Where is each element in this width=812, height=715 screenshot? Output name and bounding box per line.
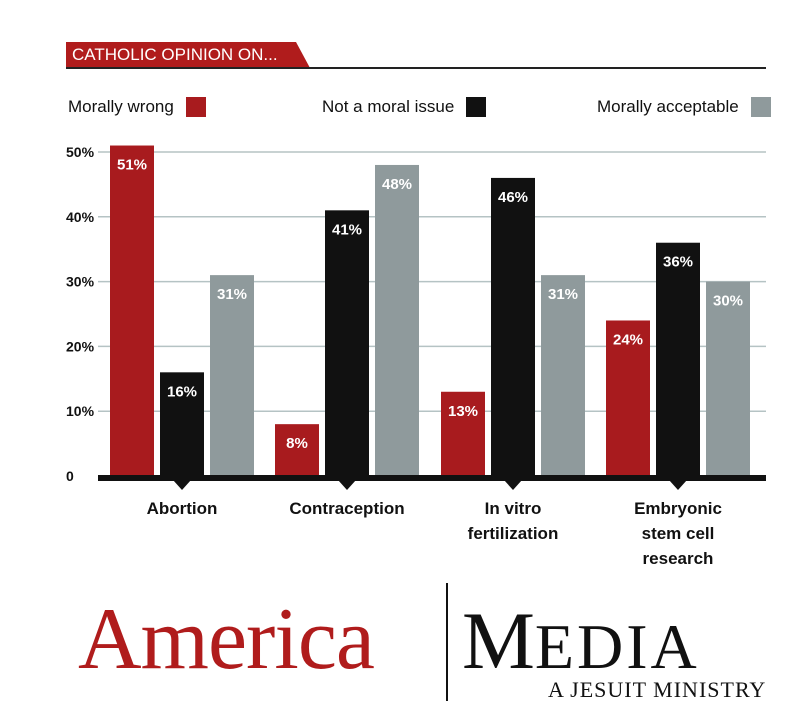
media-logo-rest: EDIA — [534, 611, 700, 682]
bar — [110, 145, 154, 476]
media-logo-initial: M — [462, 595, 535, 686]
data-label: 36% — [663, 254, 693, 271]
data-label: 31% — [548, 286, 578, 303]
bar — [706, 281, 750, 476]
legend-label-not-moral-issue: Not a moral issue — [322, 97, 455, 116]
data-label: 30% — [713, 293, 743, 310]
bar — [491, 177, 535, 477]
data-label: 16% — [167, 383, 197, 400]
data-label: 13% — [448, 403, 478, 420]
legend-morally-wrong: Morally wrong — [68, 96, 206, 118]
bar-chart: 0 10% 20% 30% 40% 50% 51% 16% 31% Abortion 8% 41% 48… — [66, 144, 766, 568]
category-tick-marker — [669, 480, 687, 490]
legend-not-moral-issue: Not a moral issue — [322, 96, 487, 118]
legend-swatch-morally-wrong — [185, 97, 206, 117]
data-label: 46% — [498, 189, 528, 206]
legend-label-morally-acceptable: Morally acceptable — [597, 97, 739, 116]
bar — [160, 372, 204, 476]
data-label: 41% — [332, 221, 362, 238]
bar — [375, 164, 419, 476]
y-tick-label: 40% — [66, 209, 95, 225]
logo-divider — [446, 583, 448, 701]
y-tick-label: 20% — [66, 338, 95, 354]
y-tick-label: 0 — [66, 468, 74, 484]
category-tick-marker — [338, 480, 356, 490]
x-axis-baseline — [98, 475, 766, 481]
data-label: 8% — [286, 435, 308, 452]
america-logo-text: America — [78, 591, 375, 688]
data-label: 24% — [613, 331, 643, 348]
category-label: Embryonic stem cell research — [634, 499, 722, 568]
category-label: Abortion — [147, 499, 218, 518]
legend-label-morally-wrong: Morally wrong — [68, 97, 174, 116]
category-label: Contraception — [289, 499, 404, 518]
logo-tagline: A JESUIT MINISTRY — [548, 677, 767, 702]
chart-title: CATHOLIC OPINION ON... — [66, 42, 310, 68]
bar — [656, 242, 700, 476]
bar — [210, 275, 254, 476]
header-divider — [66, 67, 766, 69]
bar — [541, 275, 585, 476]
data-label: 48% — [382, 176, 412, 193]
data-label: 51% — [117, 157, 147, 174]
data-label: 31% — [217, 286, 247, 303]
y-tick-label: 30% — [66, 274, 95, 290]
bar — [441, 391, 485, 476]
bar — [275, 424, 319, 476]
y-tick-label: 50% — [66, 144, 95, 160]
legend-swatch-morally-acceptable — [750, 97, 771, 117]
legend-morally-acceptable: Morally acceptable — [597, 96, 771, 118]
bar — [325, 210, 369, 476]
category-label: In vitro fertilization — [468, 499, 559, 543]
legend-swatch-not-moral-issue — [466, 97, 487, 117]
media-logo-text: MEDIA — [462, 600, 700, 682]
category-tick-marker — [504, 480, 522, 490]
bar — [606, 320, 650, 476]
y-tick-label: 10% — [66, 403, 95, 419]
category-tick-marker — [173, 480, 191, 490]
